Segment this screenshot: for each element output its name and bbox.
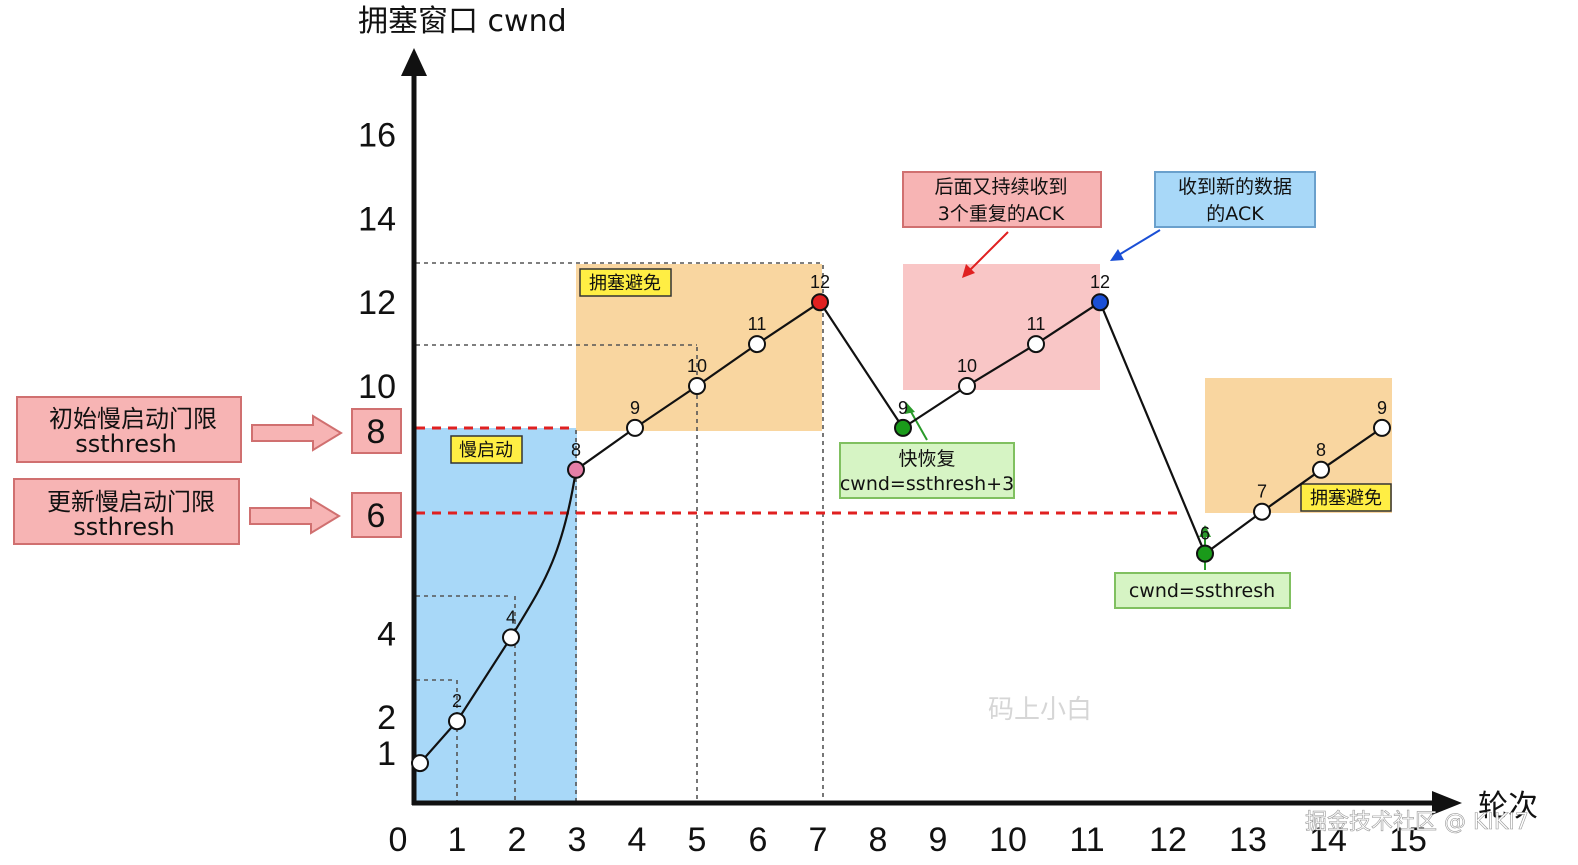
x-tick-7: 7 (809, 821, 828, 859)
data-point-11 (1091, 293, 1109, 312)
y-tick-14: 14 (358, 200, 396, 238)
cwnd-eq-text: cwnd=ssthresh (1129, 580, 1275, 602)
dup-ack-arrow (967, 231, 1009, 273)
x-axis-arrow (1432, 791, 1462, 815)
y-tick-10: 10 (358, 368, 396, 406)
x-tick-labels: 0 1 2 3 4 5 6 7 8 9 10 11 12 13 14 15 (389, 821, 1427, 859)
data-point-12 (1196, 544, 1214, 563)
data-point-8 (894, 418, 912, 437)
slow-start-tag-text: 慢启动 (459, 440, 513, 461)
x-tick-10: 10 (989, 821, 1027, 859)
data-points: 2 4 8 9 10 11 12 9 10 11 12 6 7 8 9 (411, 272, 1391, 773)
data-point-9 (958, 377, 976, 395)
threshold-lines (416, 426, 1180, 515)
x-tick-6: 6 (749, 821, 768, 859)
init-ssthresh-value: 8 (367, 413, 386, 451)
data-point-1 (448, 712, 466, 731)
data-point-6 (748, 335, 766, 354)
data-label-5: 10 (687, 356, 707, 376)
x-tick-2: 2 (508, 821, 527, 859)
x-tick-5: 5 (688, 821, 707, 859)
data-point-0 (411, 754, 429, 773)
watermark-center: 码上小白 (988, 695, 1092, 725)
x-tick-15: 15 (1389, 821, 1427, 859)
data-point-13 (1253, 502, 1271, 521)
congestion-avoid-tag-2: 拥塞避免 (1300, 483, 1392, 512)
fast-recovery-arrow (909, 409, 928, 441)
cwnd-eq-callout: cwnd=ssthresh (1114, 525, 1291, 609)
update-ssthresh-line2: ssthresh (73, 513, 174, 541)
data-label-2: 4 (506, 607, 516, 627)
update-ssthresh-arrow (249, 497, 341, 535)
y-tick-12: 12 (358, 284, 396, 322)
data-point-3 (567, 460, 585, 479)
data-label-1: 2 (452, 691, 462, 711)
dup-ack-line2: 3个重复的ACK (938, 203, 1065, 225)
slow-start-region (414, 428, 577, 803)
axes (401, 48, 1462, 815)
y-tick-16: 16 (358, 117, 396, 155)
data-point-2 (502, 628, 520, 647)
data-point-15 (1373, 418, 1391, 437)
data-label-12: 6 (1200, 524, 1210, 544)
x-tick-9: 9 (929, 821, 948, 859)
x-tick-11: 11 (1069, 821, 1104, 859)
new-ack-line2: 的ACK (1206, 203, 1264, 225)
congestion-avoid-tag-1: 拥塞避免 (579, 268, 672, 297)
update-ssthresh-line1: 更新慢启动门限 (47, 488, 215, 516)
data-label-15: 9 (1377, 398, 1387, 418)
data-point-10 (1027, 335, 1045, 354)
fast-recovery-callout: 快恢复 cwnd=ssthresh+3 (839, 402, 1015, 499)
fast-recovery-region (903, 264, 1100, 390)
data-label-11: 12 (1090, 272, 1110, 292)
init-ssthresh-line1: 初始慢启动门限 (49, 405, 217, 433)
data-label-14: 8 (1316, 440, 1326, 460)
y-axis-title: 拥塞窗口 cwnd (358, 4, 567, 39)
init-ssthresh-line2: ssthresh (75, 430, 176, 458)
congestion-avoid-tag-2-text: 拥塞避免 (1310, 488, 1382, 509)
x-tick-13: 13 (1229, 821, 1267, 859)
data-point-4 (626, 418, 644, 437)
x-tick-0: 0 (389, 821, 408, 859)
dup-ack-line1: 后面又持续收到 (934, 176, 1067, 198)
data-label-3: 8 (571, 440, 581, 460)
data-label-4: 9 (630, 398, 640, 418)
watermark-footer: 掘金技术社区 @ KIKI7 (1305, 810, 1529, 835)
init-ssthresh-arrow (251, 414, 343, 452)
fast-recovery-line2: cwnd=ssthresh+3 (840, 473, 1014, 495)
y-axis-arrow (401, 48, 427, 76)
slow-start-tag: 慢启动 (450, 435, 523, 464)
x-tick-4: 4 (628, 821, 647, 859)
x-tick-12: 12 (1149, 821, 1187, 859)
data-label-6: 11 (748, 314, 767, 334)
data-label-8: 9 (898, 398, 908, 418)
update-ssthresh-value: 6 (367, 497, 386, 535)
data-point-14 (1312, 460, 1330, 479)
y-tick-2: 2 (377, 699, 396, 737)
data-point-5 (688, 377, 706, 395)
y-tick-labels: 12 4 10 12 14 16 (358, 117, 396, 773)
data-label-10: 11 (1027, 314, 1046, 334)
new-ack-line1: 收到新的数据 (1178, 176, 1292, 198)
x-axis-title: 轮次 (1478, 789, 1538, 824)
new-ack-arrow (1116, 229, 1161, 257)
dup-ack-callout: 后面又持续收到 3个重复的ACK (902, 171, 1102, 278)
x-tick-3: 3 (568, 821, 587, 859)
data-label-9: 10 (957, 356, 977, 376)
y-tick-4: 4 (377, 615, 396, 653)
x-tick-1: 1 (448, 821, 467, 859)
x-tick-8: 8 (869, 821, 888, 859)
update-ssthresh-callout: 更新慢启动门限 ssthresh 6 (13, 478, 402, 545)
y-tick-1: 1 (377, 735, 396, 773)
init-ssthresh-callout: 初始慢启动门限 ssthresh 8 (16, 396, 402, 463)
data-label-7: 12 (810, 272, 830, 292)
congestion-avoid-tag-1-text: 拥塞避免 (589, 273, 661, 294)
data-point-7 (811, 293, 829, 312)
guide-lines (416, 262, 824, 803)
fast-recovery-line1: 快恢复 (898, 448, 955, 470)
x-tick-14: 14 (1309, 821, 1347, 859)
new-ack-callout: 收到新的数据 的ACK (1110, 171, 1316, 261)
data-label-13: 7 (1257, 482, 1267, 502)
